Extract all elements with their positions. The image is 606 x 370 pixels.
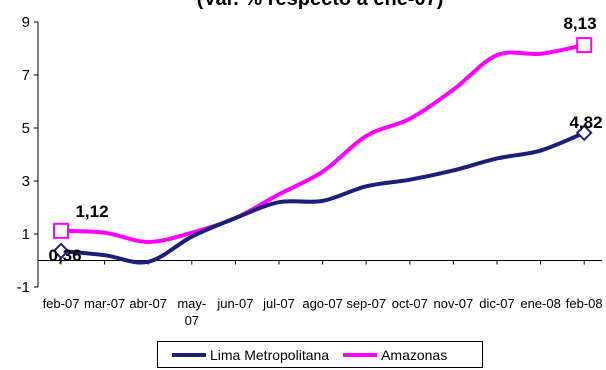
data-label-lima: 0,36 [48,246,81,265]
chart-legend: Lima Metropolitana Amazonas [157,341,483,368]
x-tick-label: ene-08 [520,296,560,311]
data-point-amazonas [53,222,69,239]
series-line-amazonas [59,43,587,244]
line-chart: 9 7 5 3 1 -1 feb-07 mar-07 abr-07 may-07 jun-07 jul… [17,14,603,328]
x-tick-label: dic-07 [479,296,514,311]
y-tick-label: 1 [22,226,30,243]
legend-label-lima: Lima Metropolitana [210,346,330,363]
y-tick-label: 5 [22,120,30,137]
x-tick-label: jul-07 [262,296,295,311]
x-tick-label: feb-08 [566,296,603,311]
y-tick-label: -1 [17,279,30,296]
legend-item-lima: Lima Metropolitana [172,347,329,363]
y-tick-label: 3 [22,173,30,190]
x-tick-label: feb-07 [43,296,80,311]
legend-label-amazonas: Amazonas [381,346,448,363]
x-tick-label: jun-07 [216,296,253,311]
data-point-amazonas [576,37,593,54]
x-tick-label: oct-07 [392,296,428,311]
x-tick-label: sep-07 [346,296,386,311]
data-point-lima [575,124,593,142]
data-label-amazonas: 8,13 [563,14,596,33]
x-tick-label: ago-07 [302,296,342,311]
x-tick-label: nov-07 [434,296,474,311]
x-tick-label: may-07 [177,296,206,328]
x-tick-label: abr-07 [129,296,167,311]
chart-title: (Var. % respecto a ene-07) [150,0,490,11]
y-tick-label: 7 [22,67,30,84]
data-label-lima: 4,82 [569,113,602,132]
y-tick-label: 9 [22,14,30,31]
legend-swatch-amazonas [343,352,378,357]
legend-swatch-lima [172,352,206,357]
data-label-amazonas: 1,12 [75,202,108,221]
series-line-lima [59,130,587,265]
data-point-lima [52,242,70,260]
x-tick-label: mar-07 [84,296,125,311]
legend-item-amazonas: Amazonas [343,347,447,363]
